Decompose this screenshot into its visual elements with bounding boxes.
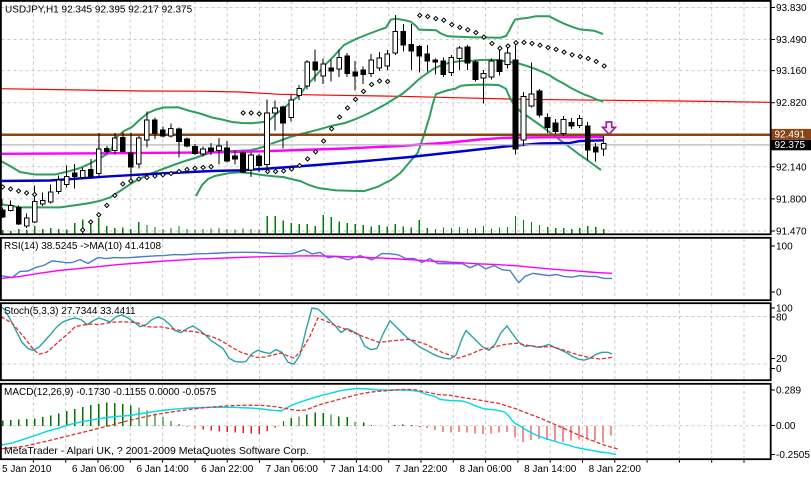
- svg-text:92.375: 92.375: [775, 140, 806, 151]
- svg-text:0: 0: [776, 288, 782, 299]
- svg-text:7 Jan 14:00: 7 Jan 14:00: [330, 464, 383, 475]
- svg-text:93.490: 93.490: [776, 35, 807, 46]
- svg-text:MetaTrader - Alpari UK, ? 2001: MetaTrader - Alpari UK, ? 2001-2009 Meta…: [4, 445, 309, 457]
- svg-text:0: 0: [776, 364, 782, 375]
- svg-text:Stoch(5,3,3) 27.7344 33.4411: Stoch(5,3,3) 27.7344 33.4411: [4, 306, 136, 317]
- svg-text:91.800: 91.800: [776, 194, 807, 205]
- svg-text:USDJPY,H1 92.345 92.395 92.21: USDJPY,H1 92.345 92.395 92.217 92.375: [5, 5, 193, 16]
- svg-text:RSI(14) 38.5245 ->MA(10) 41.4: RSI(14) 38.5245 ->MA(10) 41.4108: [4, 241, 161, 252]
- svg-text:5 Jan 2010: 5 Jan 2010: [2, 464, 52, 475]
- svg-text:7 Jan 06:00: 7 Jan 06:00: [266, 464, 319, 475]
- svg-text:8 Jan 14:00: 8 Jan 14:00: [524, 464, 577, 475]
- svg-text:93.160: 93.160: [776, 66, 807, 77]
- svg-text:92.820: 92.820: [776, 98, 807, 109]
- svg-text:20: 20: [776, 354, 788, 365]
- svg-text:0.289: 0.289: [776, 386, 801, 397]
- svg-text:100: 100: [776, 242, 793, 253]
- svg-text:100: 100: [776, 304, 793, 315]
- svg-text:91.470: 91.470: [776, 227, 807, 238]
- svg-text:8 Jan 06:00: 8 Jan 06:00: [459, 464, 512, 475]
- svg-text:92.140: 92.140: [776, 162, 807, 173]
- svg-text:7 Jan 22:00: 7 Jan 22:00: [395, 464, 448, 475]
- svg-text:92.491: 92.491: [775, 129, 806, 140]
- svg-text:8 Jan 22:00: 8 Jan 22:00: [589, 464, 642, 475]
- svg-text:0.00: 0.00: [776, 421, 796, 432]
- svg-text:6 Jan 14:00: 6 Jan 14:00: [136, 464, 189, 475]
- svg-text:6 Jan 22:00: 6 Jan 22:00: [201, 464, 254, 475]
- svg-text:93.830: 93.830: [776, 3, 807, 14]
- svg-text:6 Jan 06:00: 6 Jan 06:00: [72, 464, 125, 475]
- svg-text:-0.2505: -0.2505: [776, 450, 810, 461]
- svg-text:80: 80: [776, 313, 788, 324]
- svg-text:MACD(12,26,9) -0.1730 -0.1155: MACD(12,26,9) -0.1730 -0.1155 0.0000 -0.…: [4, 387, 217, 398]
